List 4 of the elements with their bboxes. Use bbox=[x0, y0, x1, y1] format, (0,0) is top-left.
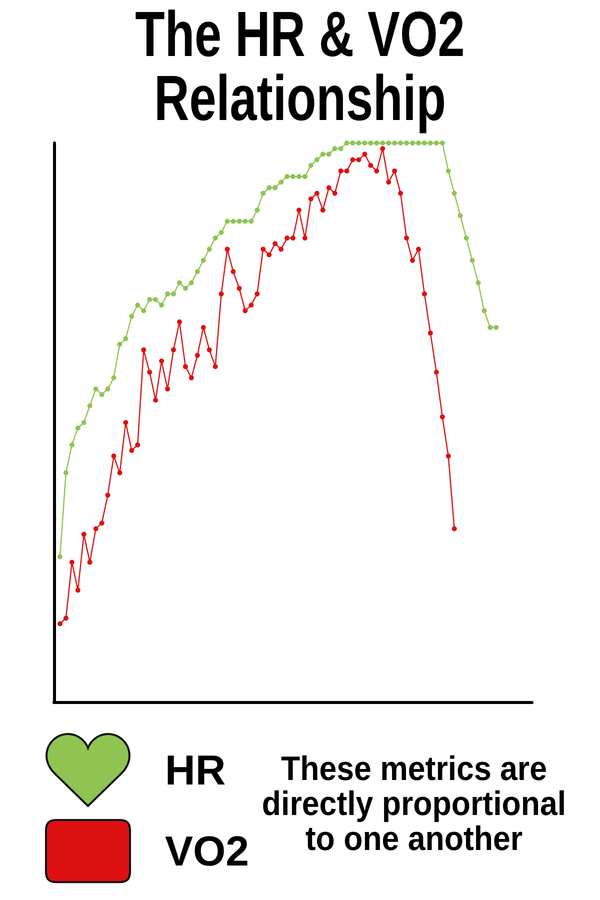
legend-label: HR bbox=[165, 746, 226, 794]
legend-label: VO2 bbox=[165, 828, 250, 875]
text: These metrics are directly proportional to one another bbox=[260, 750, 568, 858]
chart-title: The HR & VO2 Relationship bbox=[134, 0, 466, 134]
